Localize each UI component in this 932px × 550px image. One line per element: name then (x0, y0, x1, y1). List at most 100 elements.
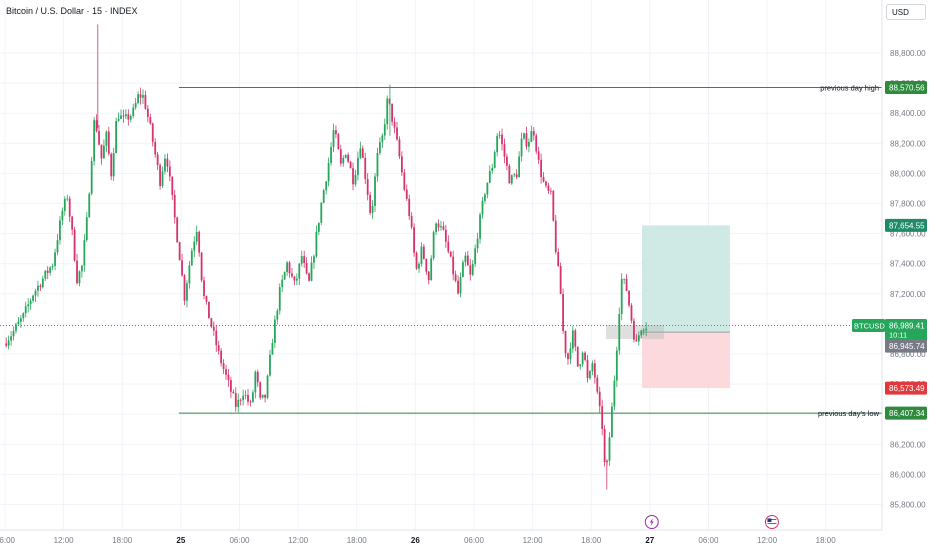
candle (569, 342, 572, 365)
candle (212, 321, 215, 336)
candle (39, 283, 42, 291)
candle (168, 160, 171, 182)
candle (432, 230, 435, 261)
candle (215, 324, 218, 352)
candle (611, 402, 613, 438)
candle (266, 374, 269, 400)
time-tick-label: 06:00 (229, 536, 250, 545)
time-tick-label: 27 (645, 536, 654, 545)
candle (139, 87, 142, 105)
candle (76, 253, 78, 285)
candle (132, 103, 135, 119)
candle (574, 328, 577, 352)
candle (354, 169, 357, 187)
candle (457, 275, 459, 295)
candle (615, 346, 618, 387)
candle (200, 252, 203, 283)
candle (357, 151, 359, 181)
us-flag-event-icon[interactable] (764, 515, 779, 529)
previous-day-low-label: previous day's low (818, 409, 880, 418)
candle (552, 190, 555, 222)
candle (283, 271, 286, 280)
candle (437, 219, 440, 232)
lightning-event-icon[interactable] (644, 515, 659, 529)
candle (278, 283, 281, 315)
candle (259, 381, 262, 400)
candle (613, 375, 616, 411)
candle (66, 194, 69, 202)
candle (559, 262, 562, 295)
current-symbol: BTCUSD (854, 321, 885, 330)
candle (327, 157, 330, 187)
candle (81, 264, 83, 278)
candle (154, 138, 157, 158)
candle (122, 109, 125, 123)
candle (193, 236, 196, 258)
candle (161, 166, 164, 188)
bar-countdown: 10:11 (889, 330, 907, 339)
time-axis[interactable]: 06:00 12:00 18:00 25 06:00 12:00 18:00 26 06:00 1… (0, 529, 882, 545)
candle (344, 154, 347, 159)
target-zone[interactable] (642, 225, 730, 333)
candle (210, 317, 213, 329)
time-tick-label: 06:00 (0, 536, 16, 545)
candle (335, 125, 337, 139)
candle (217, 340, 220, 355)
candle (571, 325, 574, 354)
candle (366, 173, 369, 201)
candle (420, 242, 423, 267)
currency-button[interactable]: USD (886, 4, 926, 20)
price-axis[interactable]: 88,800.0088,600.0088,400.0088,200.0088,0… (881, 0, 926, 530)
candle (273, 315, 276, 349)
candle (244, 390, 247, 400)
candle (442, 221, 445, 231)
candle (261, 394, 264, 399)
candle (190, 247, 193, 266)
candle (63, 196, 66, 216)
candle (90, 156, 93, 196)
candle (449, 251, 452, 258)
stop-zone[interactable] (642, 332, 730, 389)
candle (369, 191, 372, 215)
candle (513, 172, 516, 178)
candle (430, 255, 433, 281)
candle (584, 351, 586, 362)
candle (34, 288, 37, 302)
candle (186, 280, 188, 308)
price-tick-label: 85,800.00 (890, 501, 926, 510)
candle (586, 354, 589, 383)
candle (554, 214, 557, 255)
candle (37, 280, 39, 297)
price-tick-label: 88,800.00 (890, 49, 926, 58)
stop-price-tag: 86,573.49 (885, 381, 927, 395)
candle (637, 331, 640, 346)
candle (479, 212, 481, 244)
candle (393, 117, 396, 134)
candle (547, 182, 550, 194)
level-lines: previous day high previous day's low (178, 84, 882, 418)
candle (623, 278, 626, 285)
candle (400, 151, 403, 176)
candle (330, 142, 332, 166)
candle (166, 153, 169, 173)
candle (530, 125, 533, 142)
candle (198, 230, 201, 257)
candle (510, 174, 513, 186)
candle (5, 337, 8, 348)
candle (22, 312, 25, 322)
candle (230, 376, 232, 399)
time-tick-label: 12:00 (54, 536, 75, 545)
candle (413, 223, 415, 257)
price-tick-label: 88,400.00 (890, 109, 926, 118)
candle (44, 270, 47, 282)
candle (12, 326, 15, 341)
time-tick-label: 18:00 (347, 536, 368, 545)
price-tick-label: 88,200.00 (890, 139, 926, 148)
target-price-tag-text: 87,654.55 (889, 221, 925, 230)
candle (320, 201, 323, 225)
candle (601, 399, 604, 436)
candle (520, 132, 523, 162)
candle (518, 151, 521, 178)
candle (127, 109, 130, 126)
